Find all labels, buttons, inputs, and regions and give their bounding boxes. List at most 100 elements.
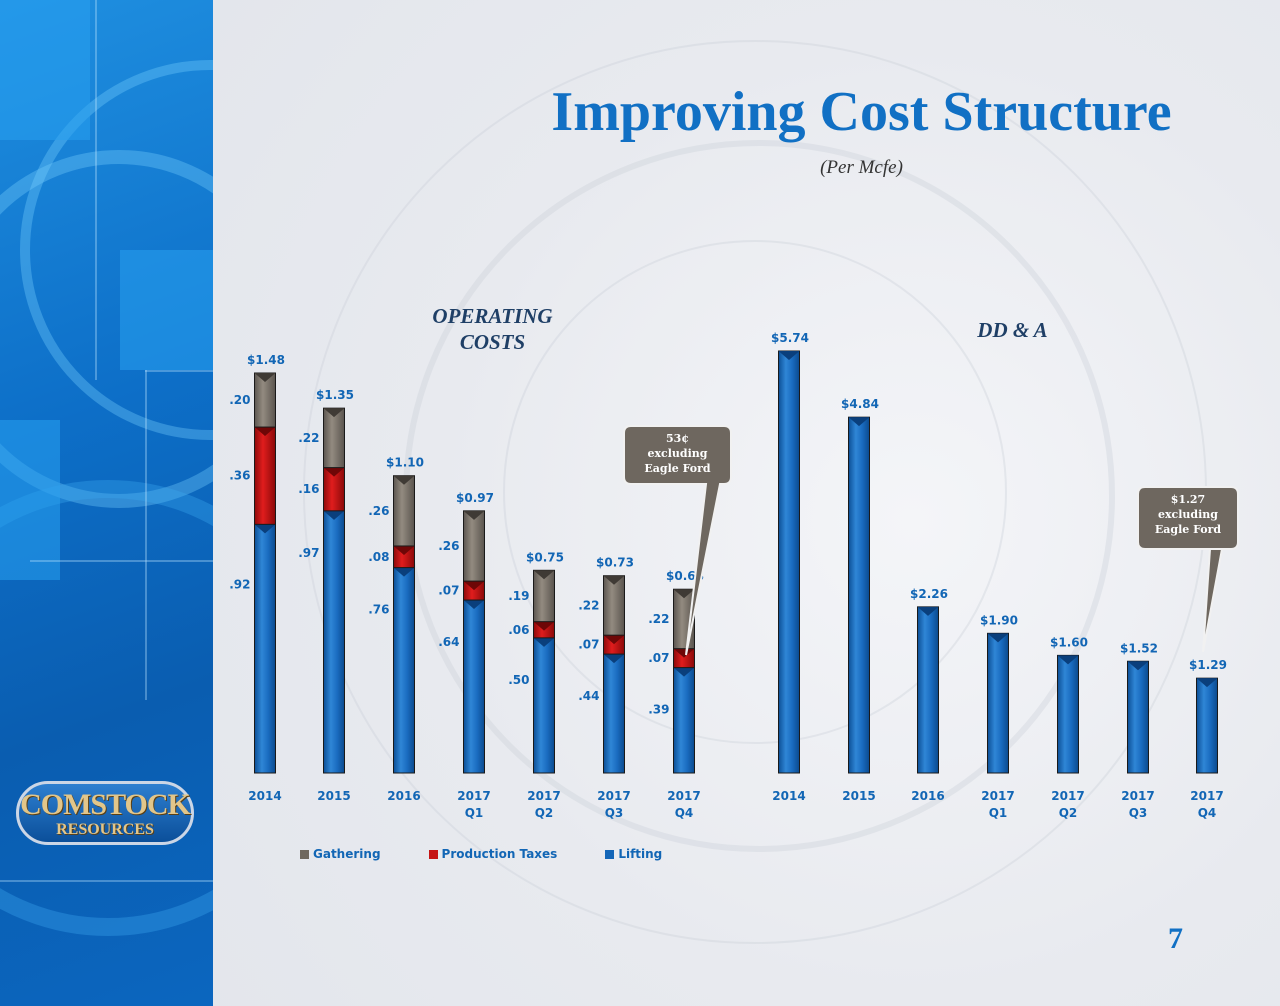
x-tick-label-dda-2017-q3: 2017	[1121, 789, 1154, 803]
x-tick-label-2015: 2015	[317, 789, 350, 803]
bar-lifting-2017-q4	[673, 667, 695, 774]
bar-notch-production-taxes-2014	[254, 427, 276, 437]
bar-production-taxes-2014	[254, 426, 276, 525]
bar-notch-gathering-2017-q1	[463, 510, 485, 520]
bar-notch-dda-2014	[778, 351, 800, 360]
segment-label-gathering-2017-q4: .22	[648, 612, 669, 626]
bar-notch-production-taxes-2017-q2	[533, 621, 555, 631]
bar-notch-lifting-2016	[393, 567, 415, 577]
legend-swatch-production-taxes	[428, 849, 438, 859]
callout-operating-q4-line-3: Eagle Ford	[644, 462, 711, 475]
bar-notch-production-taxes-2015	[323, 467, 345, 477]
bar-notch-lifting-2017-q1	[463, 600, 485, 610]
x-tick-label-2017-q3: 2017	[597, 789, 630, 803]
bar-notch-dda-2017-q3	[1127, 661, 1149, 671]
callout-operating-q4-line-1: 53¢	[666, 432, 689, 445]
bar-notch-dda-2017-q4	[1196, 678, 1218, 688]
slide-background	[213, 0, 1280, 1006]
value-label-dda-2014: $5.74	[771, 331, 809, 345]
x-tick-label-2016: 2016	[387, 789, 420, 803]
segment-label-production-taxes-2017-q2: .06	[508, 623, 529, 637]
x-tick-sublabel-dda-2017-q1: Q1	[989, 806, 1008, 820]
bar-lifting-2017-q1	[463, 599, 485, 774]
x-tick-label-dda-2017-q2: 2017	[1051, 789, 1084, 803]
bar-notch-lifting-2017-q4	[673, 667, 695, 677]
callout-dda-q4-line-1: $1.27	[1171, 493, 1205, 506]
x-tick-label-dda-2015: 2015	[842, 789, 875, 803]
segment-label-lifting-2017-q1: .64	[438, 635, 459, 649]
legend-lifting: Lifting	[605, 847, 662, 861]
page-number: 7	[1168, 922, 1183, 955]
segment-label-lifting-2015: .97	[298, 546, 319, 560]
bar-notch-lifting-2017-q2	[533, 637, 555, 647]
page-subtitle: (Per Mcfe)	[820, 157, 903, 178]
bar-gathering-2017-q1	[463, 510, 485, 582]
callout-dda-q4-line-2: excluding	[1158, 508, 1218, 521]
bar-notch-dda-2017-q2	[1057, 655, 1079, 665]
bar-dda-2016	[917, 606, 939, 774]
total-label-2015: $1.35	[316, 388, 354, 402]
bar-dda-2017-q4	[1196, 677, 1218, 774]
total-label-2017-q3: $0.73	[596, 556, 634, 570]
x-tick-sublabel-2017-q2: Q2	[535, 806, 554, 820]
x-tick-label-dda-2014: 2014	[772, 789, 805, 803]
callout-operating-q4-box	[623, 425, 732, 656]
bar-notch-dda-2016	[917, 606, 939, 616]
legend-gathering: Gathering	[300, 847, 381, 861]
x-tick-label-dda-2017-q1: 2017	[981, 789, 1014, 803]
bar-dda-2014	[778, 350, 800, 774]
total-label-2017-q2: $0.75	[526, 550, 564, 564]
segment-label-lifting-2016: .76	[368, 603, 389, 617]
segment-label-production-taxes-2017-q4: .07	[648, 651, 669, 665]
bar-notch-gathering-2017-q2	[533, 570, 555, 580]
value-label-dda-2017-q2: $1.60	[1050, 635, 1088, 649]
x-tick-sublabel-2017-q4: Q4	[675, 806, 694, 820]
x-tick-label-2017-q1: 2017	[457, 789, 490, 803]
bar-notch-lifting-2014	[254, 524, 276, 534]
bar-notch-gathering-2017-q3	[603, 575, 625, 585]
x-tick-label-dda-2016: 2016	[911, 789, 944, 803]
bar-notch-gathering-2014	[254, 373, 276, 382]
bar-notch-lifting-2015	[323, 510, 345, 520]
bar-lifting-2016	[393, 567, 415, 774]
bar-notch-gathering-2016	[393, 475, 415, 485]
legend-swatch-gathering	[300, 849, 309, 859]
segment-label-production-taxes-2017-q1: .07	[438, 584, 459, 598]
bar-notch-dda-2017-q1	[987, 633, 1009, 643]
bar-lifting-2017-q3	[603, 653, 625, 774]
x-tick-sublabel-2017-q3: Q3	[605, 806, 624, 820]
value-label-dda-2017-q1: $1.90	[980, 613, 1018, 627]
bar-dda-2015	[848, 416, 870, 774]
segment-label-production-taxes-2015: .16	[298, 482, 319, 496]
bar-dda-2017-q2	[1057, 654, 1079, 774]
dda-title: DD & A	[977, 318, 1048, 342]
value-label-dda-2017-q4: $1.29	[1189, 658, 1227, 672]
bar-gathering-2016	[393, 475, 415, 547]
value-label-dda-2015: $4.84	[841, 397, 879, 411]
value-label-dda-2017-q3: $1.52	[1120, 641, 1158, 655]
x-tick-label-2014: 2014	[248, 789, 281, 803]
x-tick-sublabel-dda-2017-q3: Q3	[1129, 806, 1148, 820]
x-tick-sublabel-2017-q1: Q1	[465, 806, 484, 820]
segment-label-lifting-2017-q2: .50	[508, 673, 529, 687]
callout-dda-q4-line-3: Eagle Ford	[1155, 523, 1222, 536]
bar-lifting-2017-q2	[533, 637, 555, 774]
segment-label-lifting-2017-q4: .39	[648, 703, 669, 717]
x-tick-label-2017-q4: 2017	[667, 789, 700, 803]
legend-label: Lifting	[618, 847, 663, 861]
logo-line1: COMSTOCK	[20, 788, 191, 821]
bar-notch-production-taxes-2017-q1	[463, 581, 485, 591]
segment-label-lifting-2014: .92	[229, 577, 250, 591]
bar-notch-gathering-2017-q4	[673, 589, 695, 599]
segment-label-production-taxes-2014: .36	[229, 469, 250, 483]
segment-label-gathering-2017-q1: .26	[438, 539, 459, 553]
bar-notch-dda-2015	[848, 417, 870, 427]
legend-label: Gathering	[313, 847, 381, 861]
legend-label: Production Taxes	[441, 847, 558, 861]
bar-notch-lifting-2017-q3	[603, 654, 625, 664]
segment-label-gathering-2015: .22	[298, 431, 319, 445]
segment-label-gathering-2017-q3: .22	[578, 598, 599, 612]
x-tick-label-dda-2017-q4: 2017	[1190, 789, 1223, 803]
x-tick-sublabel-dda-2017-q2: Q2	[1059, 806, 1078, 820]
segment-label-gathering-2017-q2: .19	[508, 589, 529, 603]
